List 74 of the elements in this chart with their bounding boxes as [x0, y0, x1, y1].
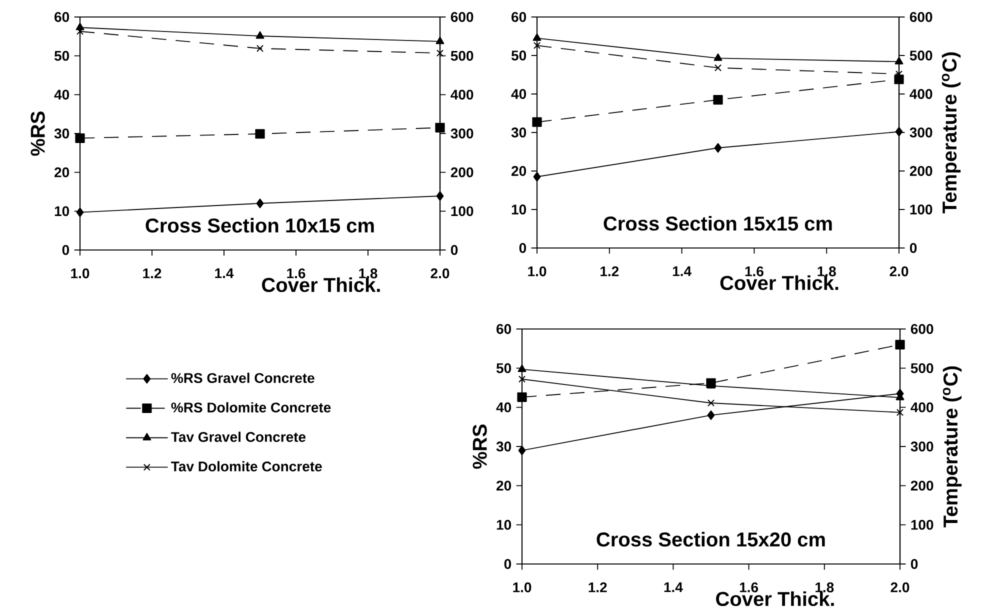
y-tick-label: 40: [54, 90, 70, 100]
y-axis-title: %RS: [472, 424, 487, 469]
y2-axis-title: Temperature ($^{o}$C): [942, 366, 962, 528]
y2-tick-label: 0: [450, 245, 458, 255]
y-tick-label: 60: [54, 12, 70, 22]
legend-label: %RS Gravel Concrete: [171, 372, 314, 383]
y2-tick-label: 100: [451, 206, 474, 216]
x-tick-label: 1.6: [745, 266, 764, 276]
x-tick-label: 2.0: [430, 268, 450, 278]
y2-tick-label: 200: [910, 480, 934, 491]
x-tick-label: 1.0: [513, 582, 532, 592]
y2-tick-label: 100: [911, 520, 934, 530]
y-tick-label: 10: [496, 520, 512, 530]
y-tick-label: 50: [54, 50, 70, 61]
legend-label: %RS Dolomite Concrete: [171, 402, 331, 412]
x-tick-label: 1.6: [287, 268, 306, 278]
x-tick-label: 1.4: [664, 582, 683, 592]
y-tick-label: 40: [496, 402, 512, 412]
x-tick-label: 1.2: [600, 266, 619, 276]
y2-tick-label: 0: [910, 243, 917, 253]
x-tick-label: 2.0: [890, 266, 908, 276]
y-tick-label: 40: [511, 89, 526, 99]
y-tick-label: 60: [496, 324, 512, 334]
y2-tick-label: 600: [910, 324, 934, 334]
x-tick-label: 1.2: [143, 268, 162, 278]
y2-tick-label: 200: [450, 167, 474, 178]
x-tick-label: 1.8: [359, 268, 378, 278]
x-axis-title: Cover Thick.: [720, 275, 838, 290]
x-tick-label: 1.2: [588, 582, 607, 592]
y2-tick-label: 100: [910, 204, 932, 214]
x-tick-label: 1.0: [71, 268, 90, 278]
y-axis-title: %RS: [30, 112, 45, 156]
y-tick-label: 20: [512, 166, 526, 176]
y-tick-label: 50: [496, 363, 512, 374]
text: Cross Section 10x15 cm: [146, 218, 374, 233]
y2-tick-label: 300: [450, 128, 474, 138]
y2-tick-label: 600: [450, 12, 474, 22]
y2-tick-label: 500: [450, 50, 474, 61]
y-tick-label: 0: [519, 243, 526, 253]
y-tick-label: 10: [512, 204, 526, 214]
y-tick-label: 30: [511, 128, 526, 138]
x-axis-title: Cover Thick.: [716, 591, 834, 606]
y2-tick-label: 600: [910, 12, 932, 22]
y-tick-label: 0: [504, 559, 512, 569]
y-tick-label: 10: [54, 206, 70, 216]
x-tick-label: 1.4: [215, 268, 234, 278]
y2-tick-label: 400: [450, 90, 474, 100]
y2-tick-label: 300: [910, 128, 932, 138]
y-tick-label: 30: [54, 128, 70, 138]
legend-label: Tav Dolomite Concrete: [171, 461, 322, 472]
x-tick-label: 1.0: [528, 266, 546, 276]
y-tick-label: 60: [512, 12, 526, 22]
y2-tick-label: 300: [910, 442, 934, 452]
y2-tick-label: 200: [910, 166, 932, 176]
y2-tick-label: 400: [910, 402, 934, 412]
y-tick-label: 50: [511, 50, 526, 60]
y2-axis-title: Temperature ($^{o}$C): [942, 52, 961, 214]
x-axis-title: Cover Thick.: [262, 277, 380, 292]
y2-tick-label: 400: [910, 89, 932, 99]
text: Cross Section 15x15 cm: [604, 216, 832, 231]
legend-label: Tav Gravel Concrete: [171, 432, 306, 442]
x-tick-label: 1.8: [816, 582, 834, 592]
y2-tick-label: 500: [910, 363, 934, 374]
y-tick-label: 0: [62, 245, 70, 255]
x-tick-label: 2.0: [890, 582, 910, 592]
y2-tick-label: 0: [910, 559, 918, 569]
x-tick-label: 1.4: [672, 266, 692, 276]
x-tick-label: 1.6: [740, 582, 758, 592]
text: Cross Section 15x20 cm: [596, 532, 825, 547]
y-tick-label: 20: [54, 167, 70, 178]
x-tick-label: 1.8: [818, 266, 836, 276]
y-tick-label: 30: [496, 442, 512, 452]
y2-tick-label: 500: [910, 50, 932, 60]
y-tick-label: 20: [496, 480, 512, 491]
